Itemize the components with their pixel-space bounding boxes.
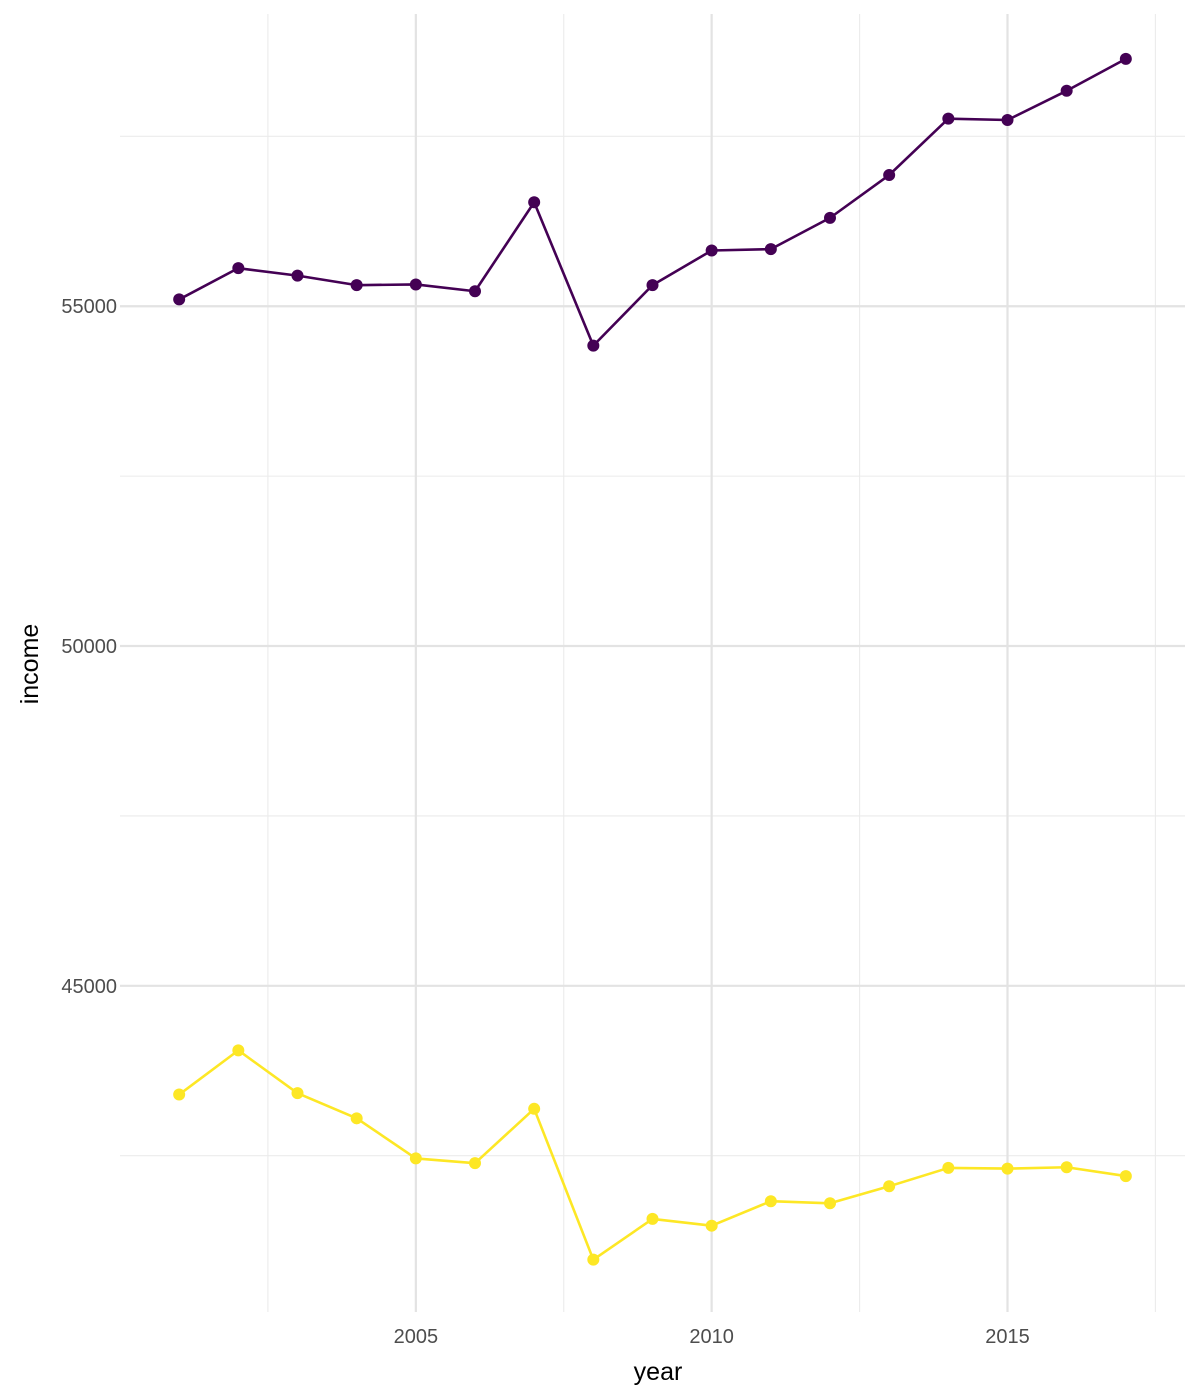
series-1-point: [528, 196, 541, 209]
series-2-point: [291, 1087, 304, 1100]
series-1-point: [232, 262, 245, 275]
series-1-point: [350, 279, 363, 292]
series-1-point: [409, 278, 422, 291]
y-axis-title: income: [16, 624, 44, 705]
x-axis-title: year: [634, 1358, 683, 1386]
series-1-line: [177, 57, 1128, 347]
series-1-point: [646, 279, 659, 292]
series-1: [173, 52, 1132, 352]
series-2-point: [232, 1044, 245, 1057]
series-2-point: [409, 1152, 422, 1165]
series-2-point: [705, 1219, 718, 1232]
series-2-point: [587, 1253, 600, 1266]
series-1-point: [587, 339, 600, 352]
series-1-point: [764, 243, 777, 256]
series-1-point: [469, 285, 481, 298]
series-2-point: [942, 1161, 955, 1174]
series-2-point: [764, 1195, 777, 1208]
series-1-point: [942, 112, 955, 125]
series-1-point: [705, 244, 718, 257]
series-1-point: [1001, 114, 1014, 127]
x-tick-label: 2015: [985, 1326, 1030, 1348]
major-gridlines: [120, 14, 1185, 1312]
x-axis-tick-labels: 2005 2010 2015: [394, 1326, 1030, 1348]
series-layer: [173, 52, 1132, 1266]
series-2-point: [1119, 1170, 1132, 1183]
series-1-point: [824, 211, 836, 224]
series-1-point: [173, 293, 186, 306]
series-2-point: [469, 1157, 481, 1170]
minor-gridlines: [120, 14, 1185, 1312]
series-1-point: [291, 269, 304, 282]
x-tick-label: 2010: [689, 1326, 734, 1348]
series-2-point: [173, 1088, 186, 1101]
series-2-point: [1060, 1161, 1073, 1174]
series-2-point: [528, 1102, 541, 1115]
series-1-point: [1119, 52, 1132, 65]
y-axis-tick-labels: 45000 50000 55000: [61, 296, 117, 998]
series-2: [173, 1044, 1132, 1266]
series-2-point: [646, 1212, 659, 1225]
x-tick-label: 2005: [394, 1326, 439, 1348]
y-tick-label: 45000: [61, 976, 117, 998]
series-1-point: [1060, 84, 1073, 97]
series-2-point: [350, 1112, 363, 1125]
y-tick-label: 55000: [61, 296, 117, 318]
y-tick-label: 50000: [61, 636, 117, 658]
series-2-point: [1001, 1162, 1014, 1175]
series-2-point: [883, 1180, 896, 1193]
series-2-line: [177, 1049, 1128, 1261]
series-1-point: [883, 169, 896, 182]
series-2-point: [824, 1197, 836, 1210]
